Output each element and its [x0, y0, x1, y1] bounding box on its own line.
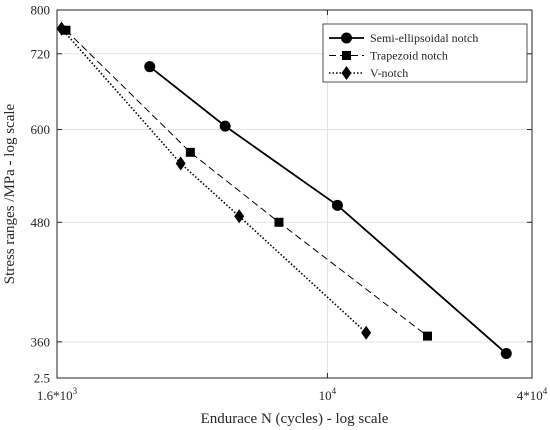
x-tick-label-base: 10 — [319, 388, 332, 403]
x-tick-label: 104 — [319, 386, 337, 403]
data-point-square-legend — [342, 51, 351, 60]
data-point-circle-legend — [341, 32, 352, 44]
data-point-square-1 — [185, 147, 195, 157]
series-line-square — [65, 29, 428, 337]
series-circle — [144, 61, 512, 360]
data-point-circle-0 — [144, 61, 156, 73]
y-tick-label: 720 — [31, 46, 51, 61]
series-line-circle — [149, 65, 507, 355]
plot-area — [56, 9, 533, 379]
data-point-diamond-2 — [234, 209, 245, 224]
x-tick-label: 4*104 — [517, 386, 548, 403]
data-point-circle-1 — [219, 120, 231, 132]
y-tick-label: 480 — [31, 215, 51, 230]
x-tick-label-exponent: 4 — [332, 386, 337, 396]
series-diamond — [56, 21, 372, 340]
y-tick-label: 800 — [31, 3, 51, 18]
x-tick-label: 1.6*103 — [37, 386, 78, 403]
y-axis-label: Stress ranges /MPa - log scale — [2, 103, 18, 284]
x-tick-label-exponent: 4 — [543, 386, 548, 396]
data-point-diamond-1 — [175, 156, 186, 171]
x-tick-label-base: 4*10 — [517, 388, 543, 403]
data-point-diamond-3 — [361, 325, 372, 340]
legend-item-circle: Semi-ellipsoidal notch — [329, 31, 478, 45]
series-square — [61, 25, 432, 341]
legend-label: Trapezoid notch — [370, 49, 448, 63]
x-tick-label-base: 1.6*10 — [37, 388, 73, 403]
legend: Semi-ellipsoidal notch Trapezoid notch V-n… — [322, 23, 528, 83]
x-axis-ticks: 1.6*103 104 4*104 — [37, 10, 548, 403]
legend-label: V-notch — [370, 66, 408, 80]
legend-item-square: Trapezoid notch — [329, 49, 448, 63]
legend-label: Semi-ellipsoidal notch — [370, 31, 478, 45]
y-tick-label: 360 — [31, 334, 51, 349]
data-point-circle-2 — [331, 199, 343, 211]
data-point-diamond-legend — [341, 66, 352, 80]
series-line-diamond — [60, 28, 367, 334]
y-tick-label: 600 — [31, 122, 51, 137]
data-point-circle-3 — [500, 348, 512, 360]
x-axis-label: Endurace N (cycles) - log scale — [201, 411, 389, 427]
data-point-square-2 — [274, 217, 284, 227]
data-point-diamond-0 — [56, 21, 67, 36]
data-point-square-0 — [61, 25, 71, 35]
x-tick-label-exponent: 3 — [73, 386, 78, 396]
series-layer — [56, 21, 512, 360]
data-point-square-3 — [422, 331, 432, 341]
y-tick-label: 2.5 — [34, 371, 50, 386]
y-axis-ticks: 2.5 360 480 600 720 800 — [31, 3, 532, 386]
legend-item-diamond: V-notch — [329, 66, 408, 80]
